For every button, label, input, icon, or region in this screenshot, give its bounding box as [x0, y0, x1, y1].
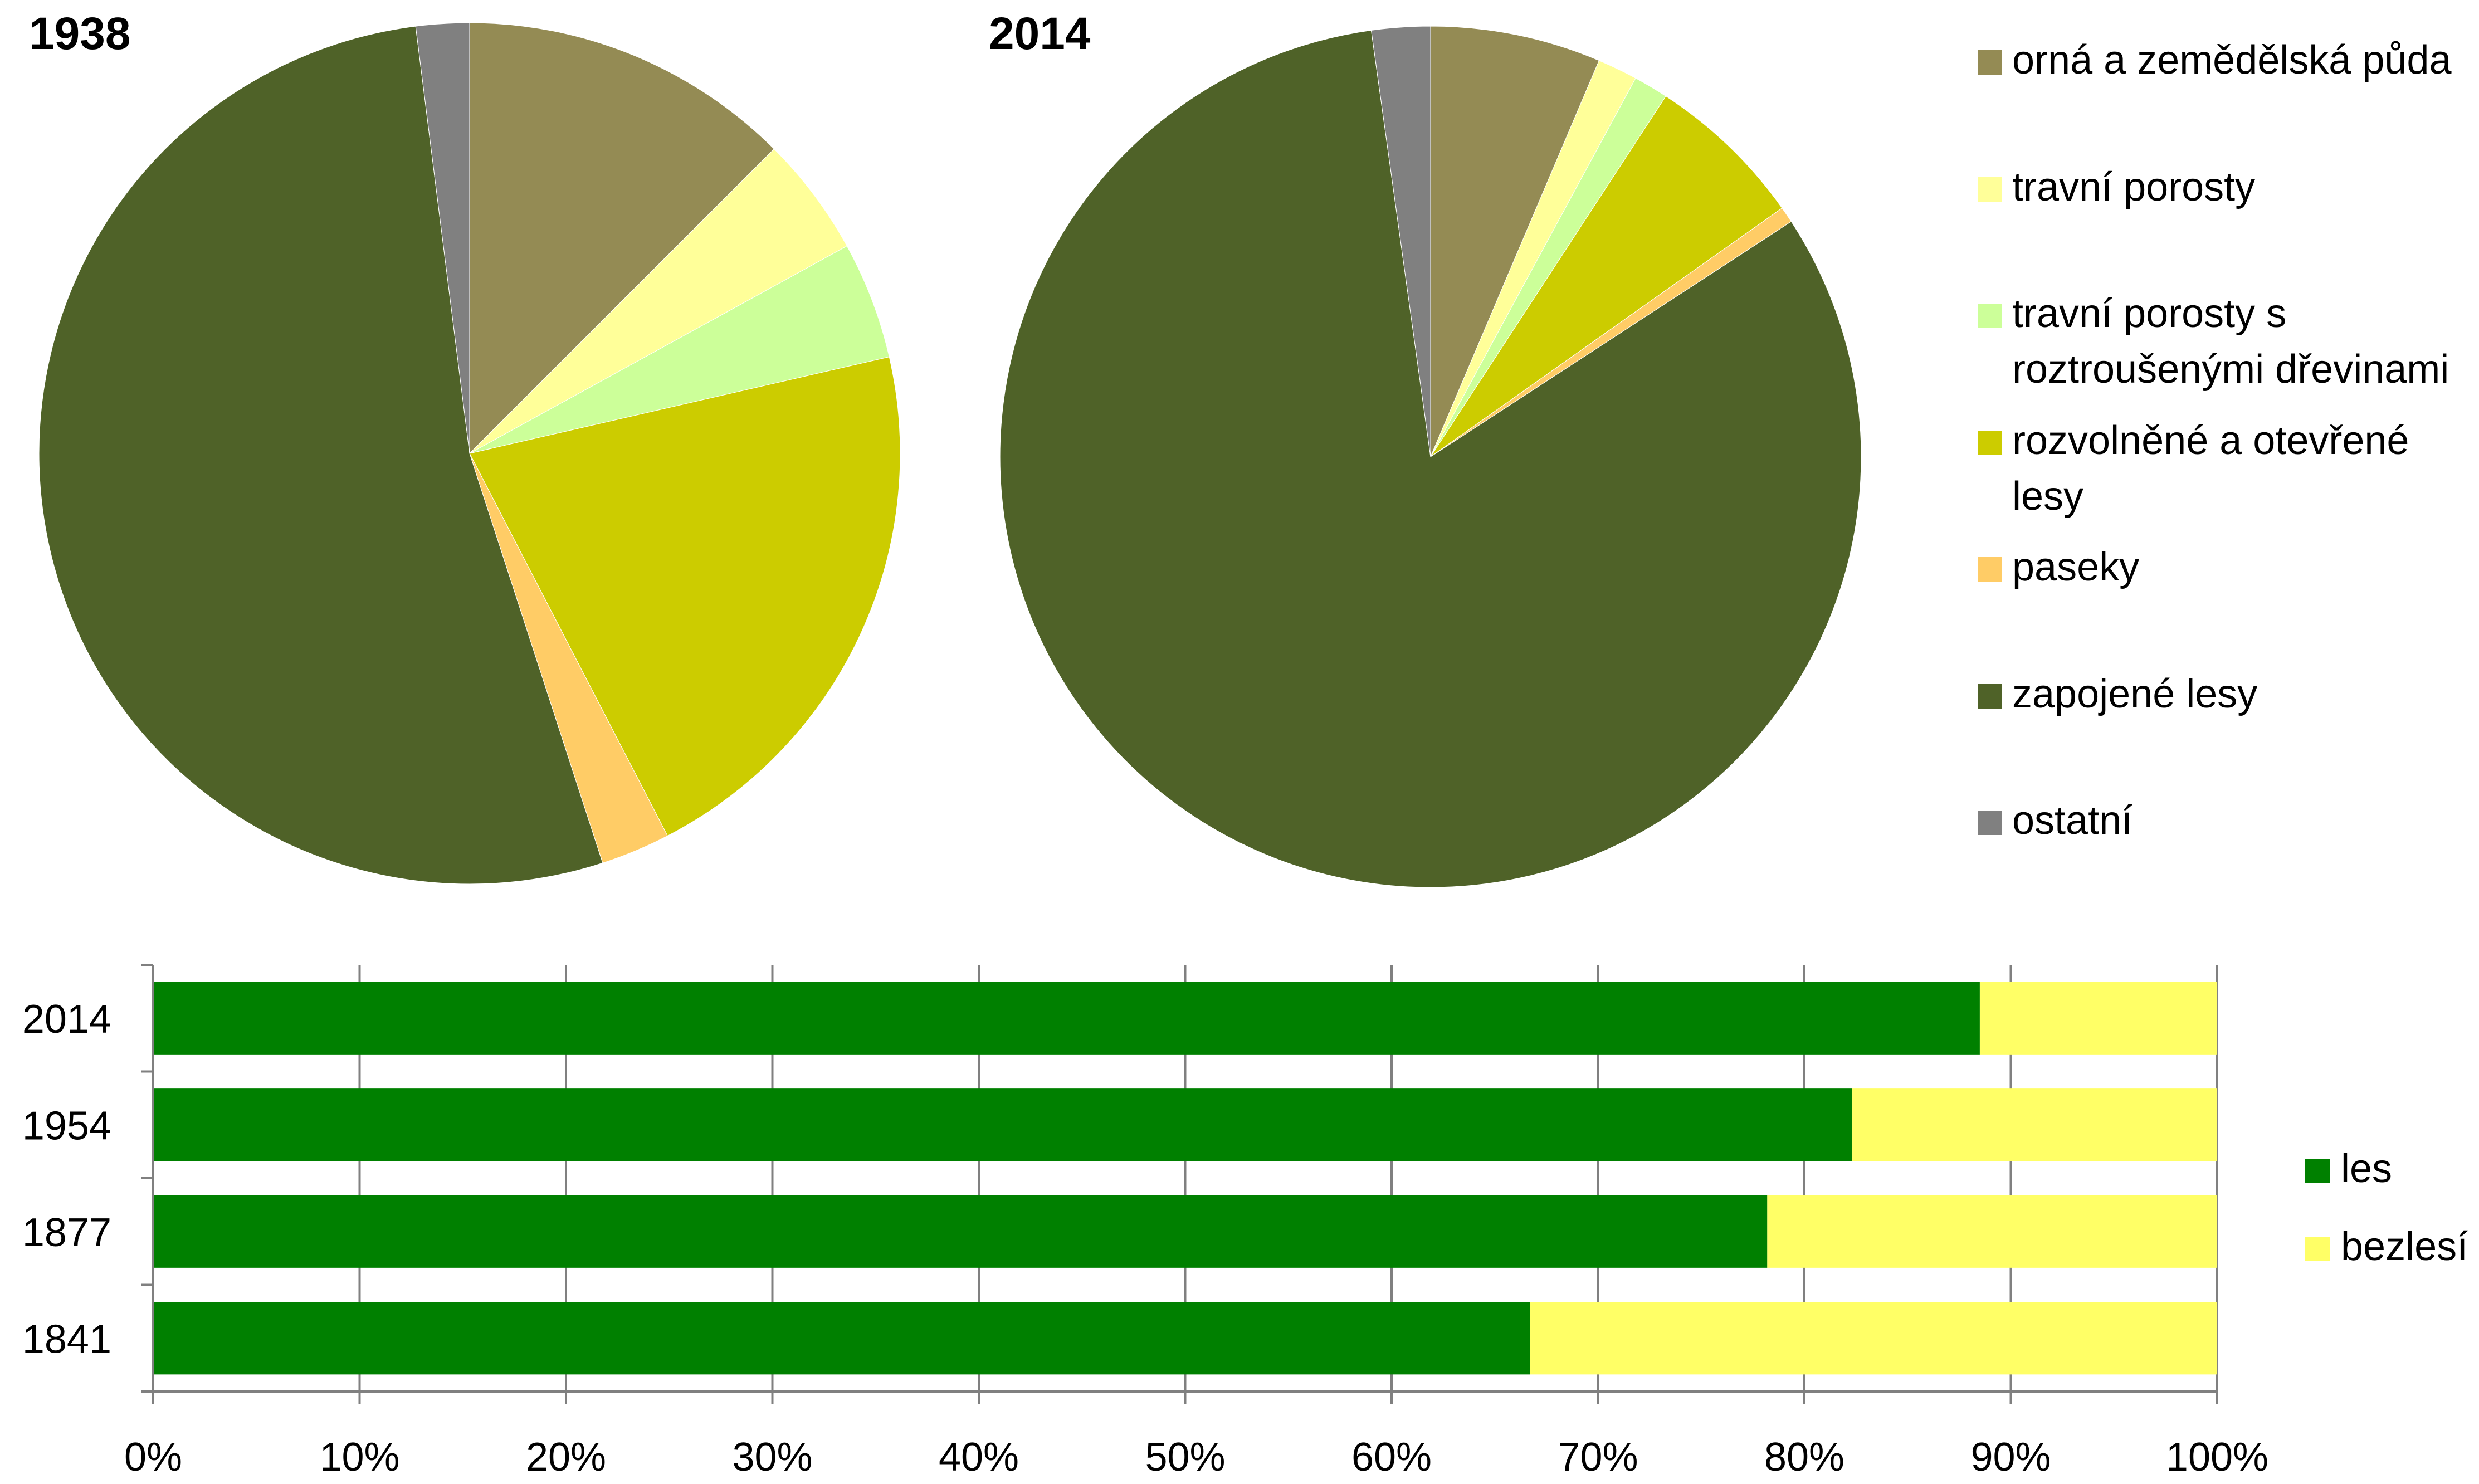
pie-1938-slice-3	[469, 357, 901, 837]
x-tick-label: 90%	[1970, 1435, 2051, 1480]
bar-legend-item: bezlesí	[2305, 1224, 2468, 1269]
pie-legend: orná a zemědělská půda travní porosty trav…	[1978, 38, 2452, 843]
y-tick-label: 1841	[22, 1317, 111, 1361]
bar-legend: les bezlesí	[2305, 1146, 2468, 1269]
pie-chart-1938: 1938	[29, 8, 901, 885]
pie-2014-slice-5	[999, 30, 1862, 888]
pie-title-1938: 1938	[29, 8, 130, 59]
pie-1938-slice-2	[469, 245, 890, 454]
pie-legend-label: travní porosty s	[2012, 291, 2286, 336]
pie-1938-slice-0	[469, 22, 775, 455]
pie-legend-swatch	[1978, 431, 2002, 455]
bar-legend-item: les	[2305, 1146, 2392, 1191]
pie-legend-label: roztroušenými dřevinami	[2012, 347, 2449, 392]
bar-les-2014	[153, 982, 1980, 1055]
x-tick-label: 80%	[1764, 1435, 1844, 1480]
bar-bezlesí-1841	[1530, 1302, 2217, 1375]
pie-legend-swatch	[1978, 50, 2002, 75]
pie-2014-slice-3	[1430, 95, 1783, 457]
pie-legend-label: zapojené lesy	[2012, 672, 2257, 716]
bar-legend-label: les	[2341, 1146, 2392, 1191]
pie-legend-label: lesy	[2012, 474, 2083, 519]
bar-les-1954	[153, 1088, 1852, 1161]
pie-legend-item: ostatní	[1978, 798, 2132, 843]
pie-legend-swatch	[1978, 684, 2002, 709]
pie-title-2014: 2014	[989, 8, 1091, 59]
pie-legend-swatch	[1978, 304, 2002, 328]
pie-2014-slice-6	[1370, 26, 1431, 457]
pie-legend-swatch	[1978, 811, 2002, 835]
pie-legend-item: travní porosty s roztroušenými dřevinami	[1978, 291, 2449, 392]
pie-legend-item: orná a zemědělská půda	[1978, 38, 2452, 82]
y-tick-label: 1877	[22, 1210, 111, 1255]
x-tick-label: 0%	[124, 1435, 182, 1480]
pie-1938-slice-5	[38, 26, 603, 885]
x-tick-label: 50%	[1145, 1435, 1225, 1480]
bar-bezlesí-2014	[1979, 982, 2217, 1055]
pie-legend-item: zapojené lesy	[1978, 672, 2257, 716]
pie-legend-swatch	[1978, 177, 2002, 202]
pie-legend-label: orná a zemědělská půda	[2012, 38, 2452, 82]
pie-1938-slice-6	[415, 22, 470, 454]
bar-les-1841	[153, 1302, 1530, 1375]
pie-legend-item: rozvolněné a otevřené lesy	[1978, 418, 2409, 519]
bar-legend-label: bezlesí	[2341, 1224, 2468, 1269]
x-tick-label: 40%	[939, 1435, 1019, 1480]
bar-legend-swatch	[2305, 1159, 2330, 1183]
x-tick-label: 70%	[1558, 1435, 1638, 1480]
x-tick-label: 30%	[732, 1435, 812, 1480]
pie-legend-item: travní porosty	[1978, 165, 2255, 209]
bar-les-1877	[153, 1195, 1768, 1268]
bar-legend-swatch	[2305, 1237, 2330, 1261]
x-tick-label: 100%	[2166, 1435, 2268, 1480]
pie-legend-item: paseky	[1978, 545, 2139, 589]
y-tick-label: 2014	[22, 997, 111, 1042]
bar-bezlesí-1877	[1767, 1195, 2217, 1268]
pie-2014-slice-0	[1430, 26, 1600, 457]
pie-legend-label: travní porosty	[2012, 165, 2255, 209]
x-tick-label: 10%	[319, 1435, 399, 1480]
bar-bezlesí-1954	[1852, 1088, 2217, 1161]
stacked-bar-chart: 0% 10% 20% 30% 40% 50% 60% 70% 80% 90% 100% 2014 195…	[22, 964, 2268, 1480]
y-tick-label: 1954	[22, 1104, 111, 1148]
x-tick-label: 60%	[1351, 1435, 1432, 1480]
pie-1938-slice-1	[469, 148, 848, 454]
x-tick-label: 20%	[526, 1435, 606, 1480]
pie-legend-label: paseky	[2012, 545, 2139, 589]
pie-chart-2014: 2014	[989, 8, 1862, 888]
pie-legend-label: ostatní	[2012, 798, 2132, 843]
pie-legend-label: rozvolněné a otevřené	[2012, 418, 2409, 463]
pie-legend-swatch	[1978, 557, 2002, 582]
